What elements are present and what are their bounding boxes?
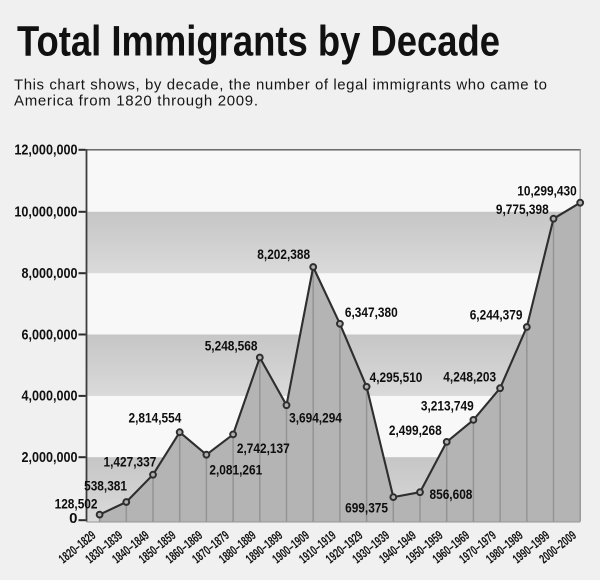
svg-text:2,081,261: 2,081,261	[209, 461, 262, 477]
svg-text:2,814,554: 2,814,554	[129, 410, 182, 426]
svg-text:America from 1820 through 2009: America from 1820 through 2009.	[14, 93, 258, 110]
svg-text:538,381: 538,381	[84, 478, 127, 494]
svg-text:4,295,510: 4,295,510	[370, 369, 423, 385]
svg-text:Total Immigrants by Decade: Total Immigrants by Decade	[17, 18, 500, 66]
svg-text:5,248,568: 5,248,568	[205, 337, 258, 353]
svg-text:8,000,000: 8,000,000	[22, 265, 78, 282]
svg-text:3,213,749: 3,213,749	[421, 398, 474, 414]
svg-text:This chart shows, by decade, t: This chart shows, by decade, the number …	[14, 77, 547, 94]
svg-text:2,499,268: 2,499,268	[389, 422, 442, 438]
svg-text:6,347,380: 6,347,380	[345, 304, 398, 320]
svg-text:8,202,388: 8,202,388	[257, 246, 310, 262]
svg-text:9,775,398: 9,775,398	[496, 201, 549, 217]
svg-text:6,244,379: 6,244,379	[470, 307, 523, 323]
svg-text:10,000,000: 10,000,000	[14, 204, 77, 221]
svg-text:3,694,294: 3,694,294	[289, 409, 342, 425]
svg-text:128,502: 128,502	[55, 495, 98, 511]
svg-text:4,248,203: 4,248,203	[443, 369, 496, 385]
svg-text:12,000,000: 12,000,000	[14, 142, 77, 159]
svg-text:0: 0	[69, 510, 77, 527]
svg-text:1,427,337: 1,427,337	[104, 454, 157, 470]
svg-text:856,608: 856,608	[430, 486, 473, 502]
svg-text:6,000,000: 6,000,000	[22, 326, 78, 343]
svg-text:699,375: 699,375	[345, 500, 388, 516]
svg-text:2,000,000: 2,000,000	[22, 449, 78, 466]
svg-text:4,000,000: 4,000,000	[22, 388, 78, 405]
svg-text:2,742,137: 2,742,137	[237, 440, 290, 456]
svg-text:10,299,430: 10,299,430	[517, 182, 577, 198]
